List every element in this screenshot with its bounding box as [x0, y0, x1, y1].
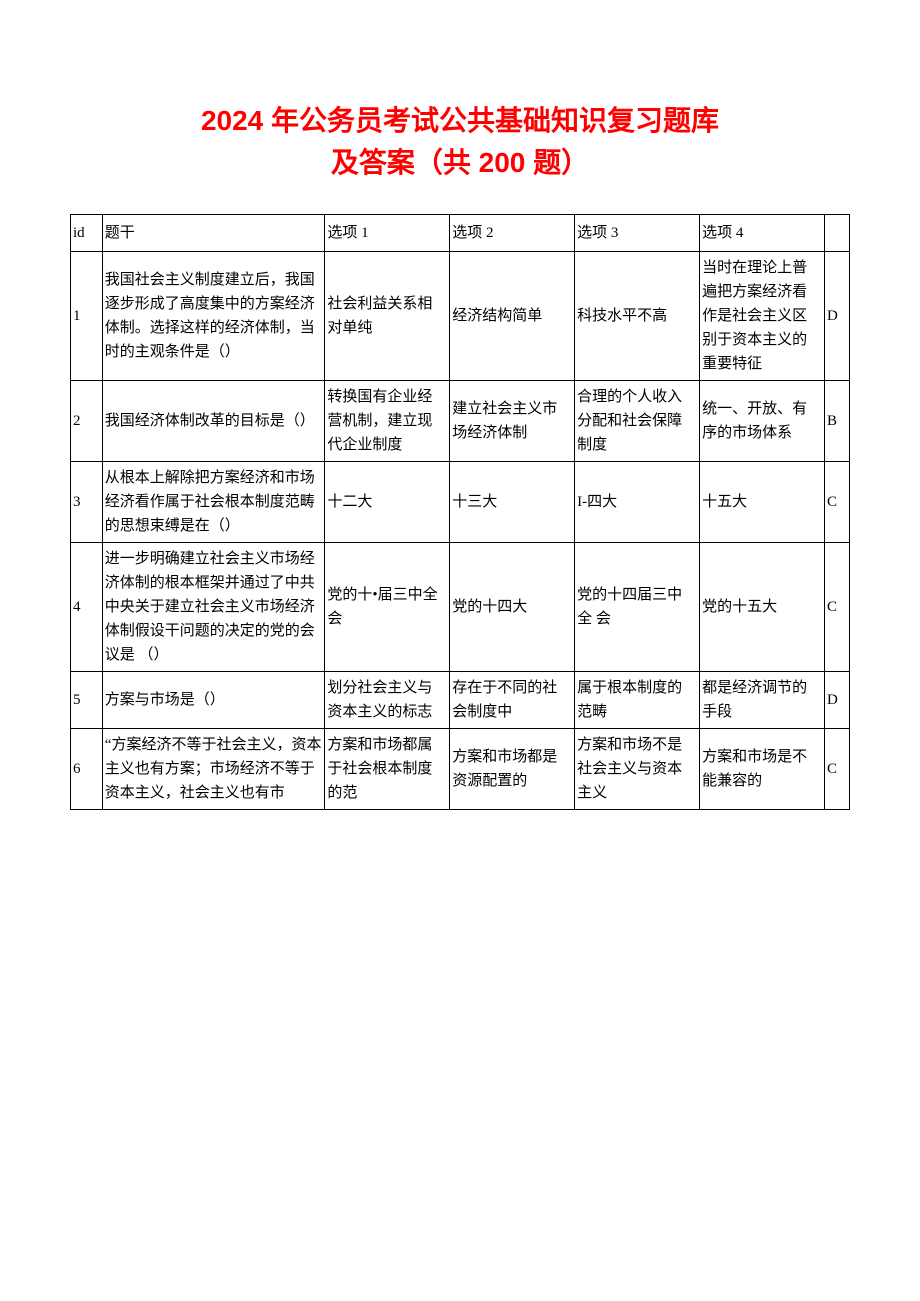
- cell-opt3: 科技水平不高: [575, 252, 700, 381]
- cell-opt1: 十二大: [325, 462, 450, 543]
- header-ans: [824, 215, 849, 252]
- cell-opt2: 党的十四大: [450, 543, 575, 672]
- cell-ans: D: [824, 252, 849, 381]
- cell-ans: D: [824, 672, 849, 729]
- cell-id: 3: [71, 462, 103, 543]
- cell-question: 我国社会主义制度建立后，我国逐步形成了高度集中的方案经济体制。选择这样的经济体制…: [102, 252, 325, 381]
- cell-opt1: 方案和市场都属于社会根本制度的范: [325, 729, 450, 810]
- cell-opt1: 社会利益关系相对单纯: [325, 252, 450, 381]
- cell-opt4: 当时在理论上普遍把方案经济看作是社会主义区别于资本主义的重要特征: [700, 252, 825, 381]
- cell-opt4: 十五大: [700, 462, 825, 543]
- table-row: 6 “方案经济不等于社会主义，资本主义也有方案；市场经济不等于资本主义，社会主义…: [71, 729, 850, 810]
- cell-opt2: 建立社会主义市场经济体制: [450, 381, 575, 462]
- cell-question: 我国经济体制改革的目标是（）: [102, 381, 325, 462]
- cell-opt3: 方案和市场不是社会主义与资本主义: [575, 729, 700, 810]
- cell-ans: C: [824, 543, 849, 672]
- header-question: 题干: [102, 215, 325, 252]
- cell-id: 1: [71, 252, 103, 381]
- cell-opt2: 十三大: [450, 462, 575, 543]
- cell-opt4: 都是经济调节的手段: [700, 672, 825, 729]
- cell-opt3: 属于根本制度的范畴: [575, 672, 700, 729]
- cell-question: 从根本上解除把方案经济和市场经济看作属于社会根本制度范畴的思想束缚是在（）: [102, 462, 325, 543]
- cell-opt4: 方案和市场是不能兼容的: [700, 729, 825, 810]
- cell-opt2: 存在于不同的社会制度中: [450, 672, 575, 729]
- cell-opt1: 划分社会主义与资本主义的标志: [325, 672, 450, 729]
- document-title: 2024 年公务员考试公共基础知识复习题库 及答案（共 200 题）: [70, 100, 850, 184]
- table-row: 5 方案与市场是（） 划分社会主义与资本主义的标志 存在于不同的社会制度中 属于…: [71, 672, 850, 729]
- cell-id: 6: [71, 729, 103, 810]
- cell-opt2: 经济结构简单: [450, 252, 575, 381]
- cell-ans: C: [824, 729, 849, 810]
- cell-opt4: 统一、开放、有序的市场体系: [700, 381, 825, 462]
- title-line-1: 2024 年公务员考试公共基础知识复习题库: [70, 100, 850, 142]
- cell-question: 进一步明确建立社会主义市场经济体制的根本框架并通过了中共中央关于建立社会主义市场…: [102, 543, 325, 672]
- header-opt2: 选项 2: [450, 215, 575, 252]
- question-table: id 题干 选项 1 选项 2 选项 3 选项 4 1 我国社会主义制度建立后，…: [70, 214, 850, 810]
- table-row: 2 我国经济体制改革的目标是（） 转换国有企业经营机制，建立现代企业制度 建立社…: [71, 381, 850, 462]
- header-id: id: [71, 215, 103, 252]
- table-row: 4 进一步明确建立社会主义市场经济体制的根本框架并通过了中共中央关于建立社会主义…: [71, 543, 850, 672]
- cell-id: 2: [71, 381, 103, 462]
- cell-ans: C: [824, 462, 849, 543]
- cell-opt4: 党的十五大: [700, 543, 825, 672]
- title-line-2: 及答案（共 200 题）: [70, 142, 850, 184]
- header-opt3: 选项 3: [575, 215, 700, 252]
- cell-id: 4: [71, 543, 103, 672]
- cell-opt3: 合理的个人收入分配和社会保障制度: [575, 381, 700, 462]
- cell-opt1: 党的十•届三中全会: [325, 543, 450, 672]
- cell-opt3: I-四大: [575, 462, 700, 543]
- table-row: 1 我国社会主义制度建立后，我国逐步形成了高度集中的方案经济体制。选择这样的经济…: [71, 252, 850, 381]
- header-opt1: 选项 1: [325, 215, 450, 252]
- cell-opt1: 转换国有企业经营机制，建立现代企业制度: [325, 381, 450, 462]
- cell-id: 5: [71, 672, 103, 729]
- table-header-row: id 题干 选项 1 选项 2 选项 3 选项 4: [71, 215, 850, 252]
- cell-question: “方案经济不等于社会主义，资本主义也有方案；市场经济不等于资本主义，社会主义也有…: [102, 729, 325, 810]
- cell-opt2: 方案和市场都是资源配置的: [450, 729, 575, 810]
- cell-ans: B: [824, 381, 849, 462]
- cell-question: 方案与市场是（）: [102, 672, 325, 729]
- table-row: 3 从根本上解除把方案经济和市场经济看作属于社会根本制度范畴的思想束缚是在（） …: [71, 462, 850, 543]
- cell-opt3: 党的十四届三中全 会: [575, 543, 700, 672]
- header-opt4: 选项 4: [700, 215, 825, 252]
